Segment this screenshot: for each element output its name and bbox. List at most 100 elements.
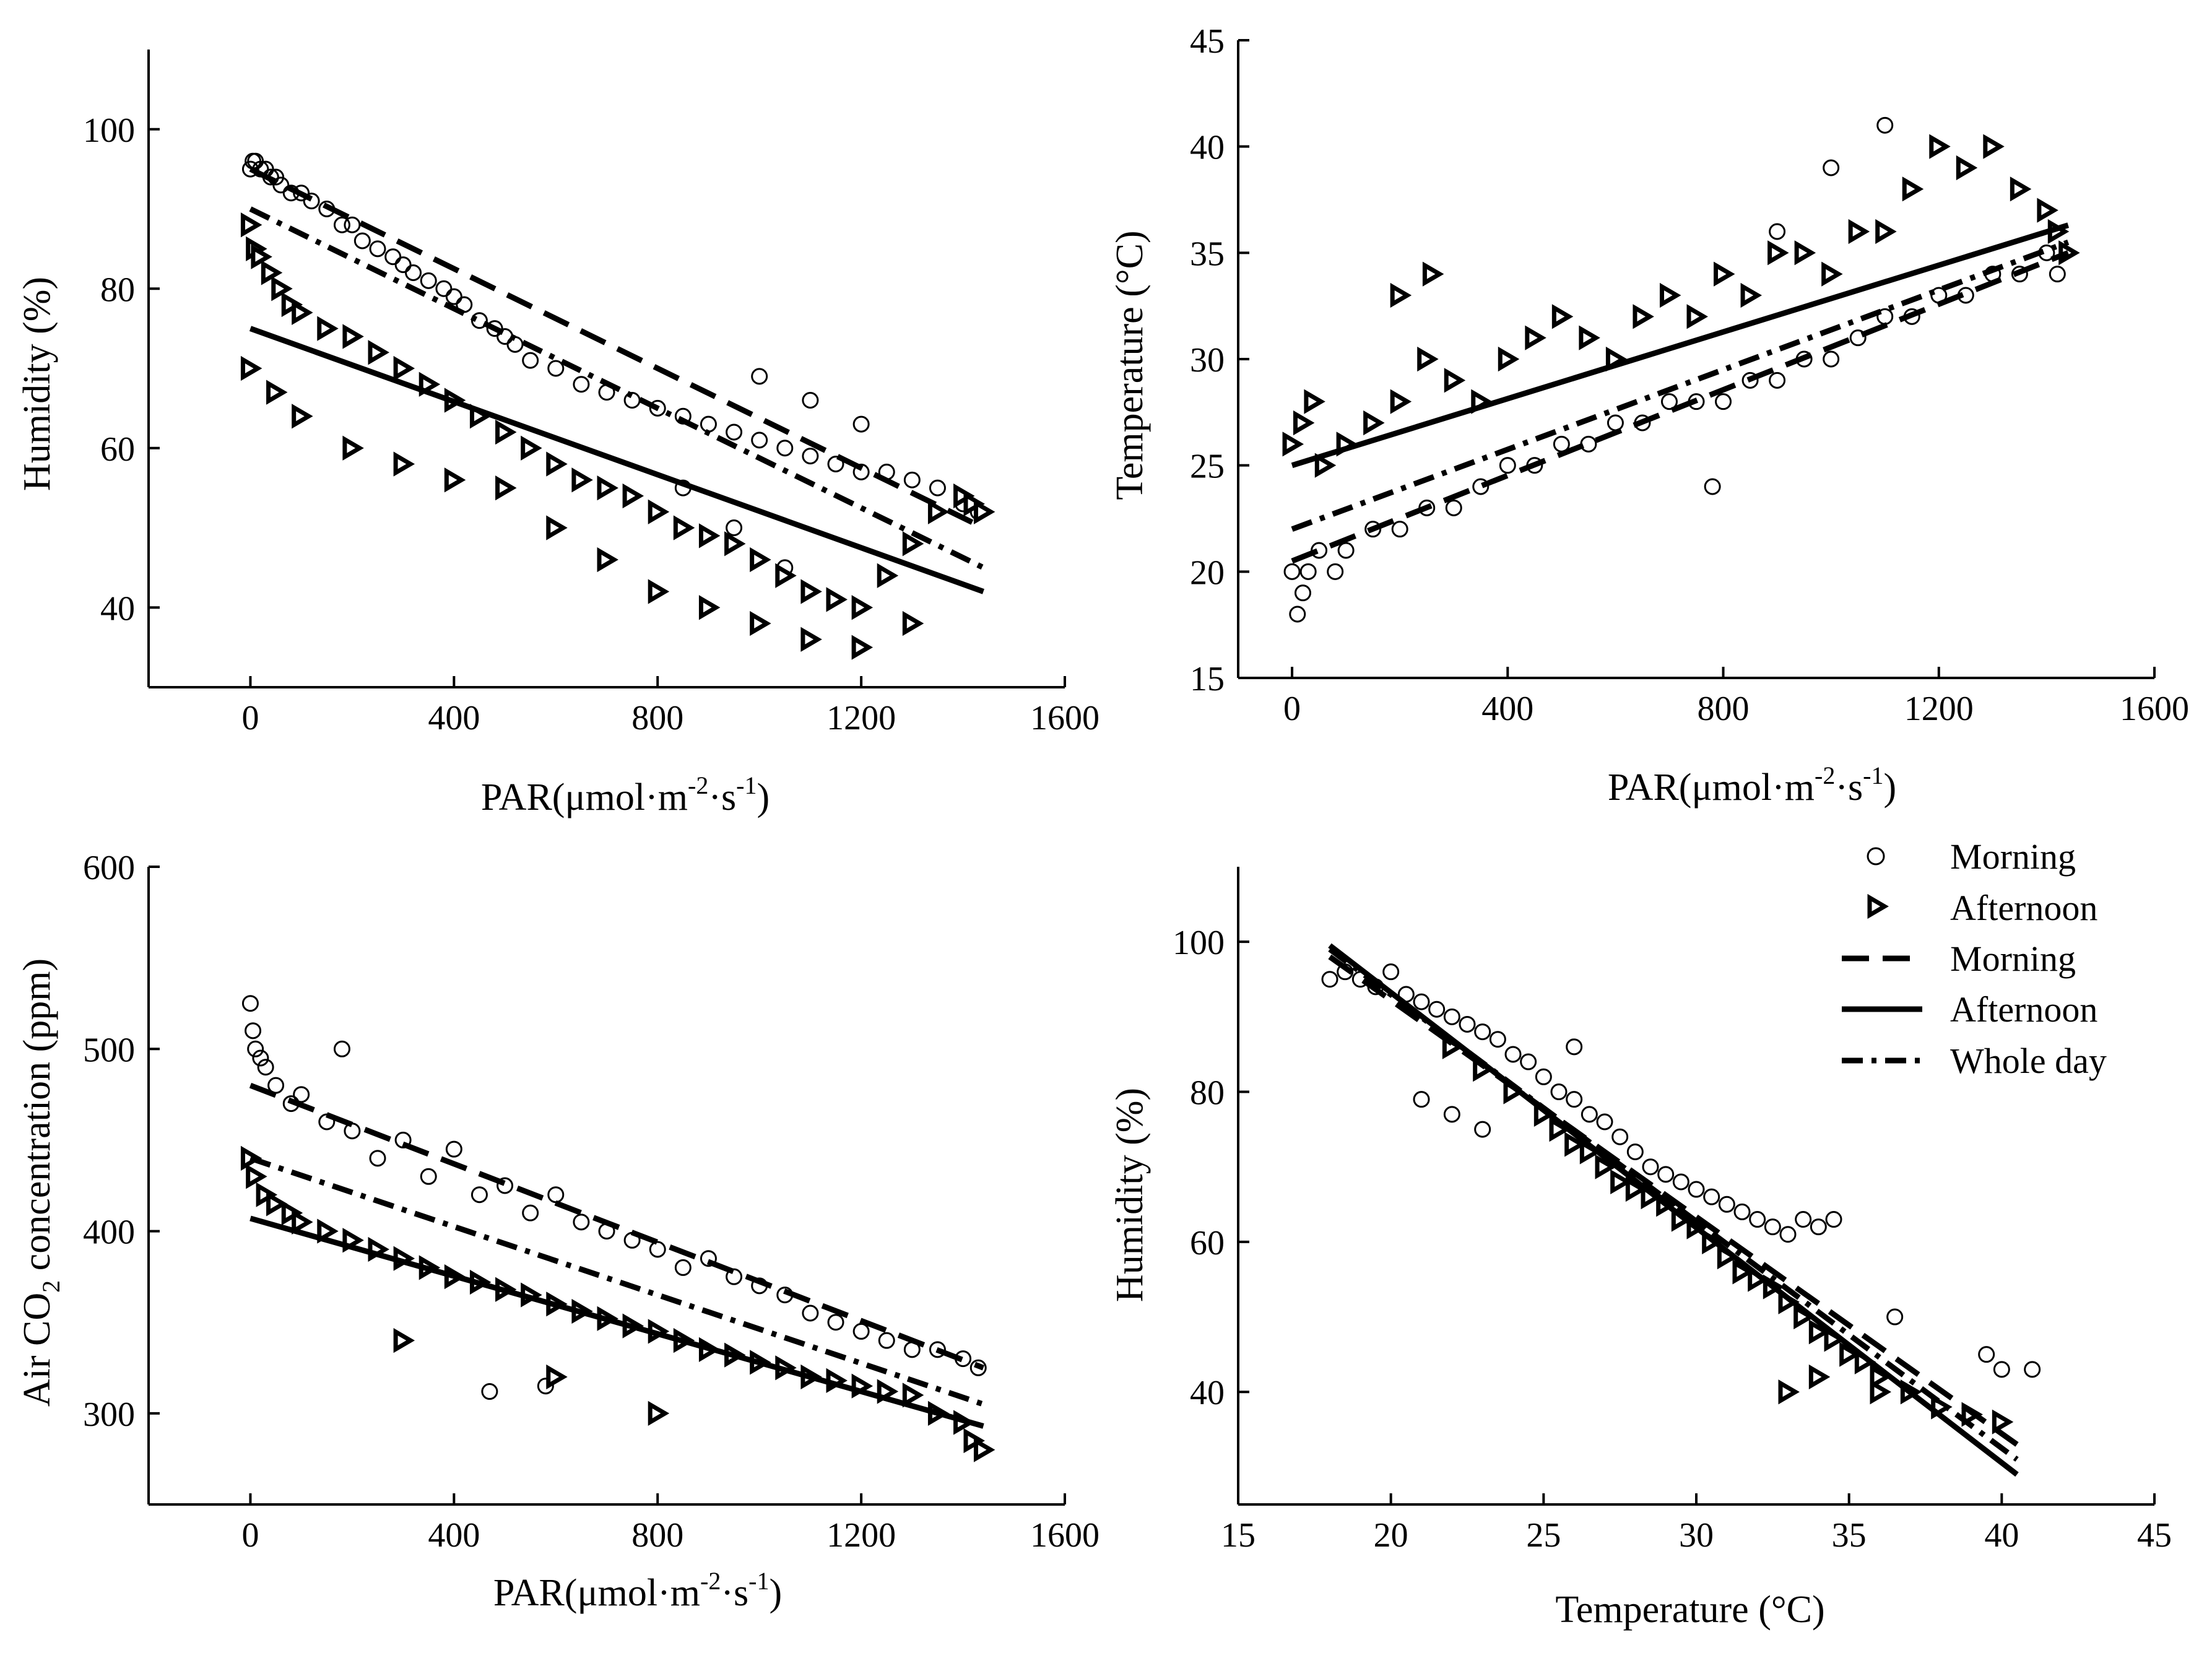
- morning-point: [333, 216, 350, 233]
- afternoon-point: [1808, 1364, 1831, 1390]
- morning-point: [573, 1213, 590, 1231]
- morning-point: [547, 360, 565, 377]
- afternoon-point: [368, 340, 389, 365]
- fit-line-dash: [1291, 250, 2070, 564]
- y-tick-label: 60: [1190, 1224, 1225, 1262]
- morning-point: [1459, 1015, 1476, 1033]
- afternoon-point: [1870, 1364, 1891, 1390]
- morning-point: [384, 248, 402, 266]
- fit-line-solid: [1291, 222, 2070, 468]
- afternoon-point: [1821, 261, 1843, 287]
- morning-point: [1289, 605, 1306, 623]
- morning-point: [2024, 1361, 2041, 1378]
- morning-point: [293, 1086, 310, 1103]
- y-tick-label: 40: [1190, 1374, 1225, 1412]
- afternoon-point: [1304, 389, 1325, 414]
- afternoon-point: [281, 1200, 303, 1226]
- fit-line-dashdot: [249, 1155, 984, 1407]
- morning-point: [1472, 478, 1490, 495]
- morning-point: [1443, 1106, 1460, 1123]
- afternoon-point: [750, 547, 771, 573]
- afternoon-point: [902, 531, 924, 557]
- morning-point: [726, 423, 743, 441]
- morning-point: [318, 1113, 336, 1131]
- morning-point: [969, 1359, 987, 1376]
- morning-point: [547, 1186, 565, 1204]
- afternoon-point: [1902, 176, 1924, 202]
- afternoon-point: [1498, 346, 1520, 372]
- morning-point: [751, 368, 768, 385]
- x-tick-label: 30: [1679, 1516, 1714, 1555]
- afternoon-point: [622, 483, 644, 509]
- y-axis-title: Humidity (%): [1109, 1088, 1151, 1302]
- morning-point: [1886, 1308, 1904, 1326]
- legend-label: Afternoon: [1950, 989, 2097, 1030]
- legend-entry-wholeday-fit: Whole day: [1842, 1041, 2107, 1081]
- morning-point: [481, 1383, 498, 1400]
- afternoon-point: [1551, 304, 1574, 329]
- panel-temperature-vs-par: PAR(μmol·m-2·s-1) Temperature (°C) 0 400 8…: [1109, 22, 2189, 809]
- afternoon-point: [724, 531, 746, 557]
- afternoon-point: [1314, 453, 1337, 478]
- morning-point: [1764, 1218, 1781, 1236]
- morning-point: [1749, 1211, 1766, 1228]
- morning-point: [1715, 393, 1732, 410]
- y-tick-label: 40: [1190, 129, 1225, 167]
- y-tick-label: 80: [1190, 1074, 1225, 1113]
- y-tick-label: 45: [1190, 22, 1225, 61]
- legend-entry-morning-fit: Morning: [1842, 939, 2076, 979]
- afternoon-point: [546, 515, 568, 540]
- morning-point: [1294, 584, 1311, 602]
- afternoon-point: [800, 627, 822, 652]
- afternoon-point: [902, 610, 924, 636]
- morning-point: [1520, 1053, 1537, 1070]
- afternoon-point: [1293, 410, 1315, 436]
- morning-point: [1823, 159, 1840, 176]
- fit-line-solid: [1328, 943, 2019, 1477]
- morning-point: [776, 440, 794, 457]
- morning-point: [827, 1314, 844, 1331]
- morning-point: [1769, 223, 1786, 240]
- x-tick-label: 400: [1481, 690, 1533, 728]
- afternoon-point: [953, 483, 975, 509]
- afternoon-point: [648, 499, 670, 524]
- afternoon-point: [1390, 282, 1412, 308]
- afternoon-point: [1444, 368, 1466, 393]
- morning-point: [1445, 499, 1462, 516]
- x-tick-label: 800: [631, 1516, 683, 1555]
- morning-point: [1657, 1166, 1675, 1183]
- morning-point: [674, 1259, 692, 1276]
- y-tick-label: 30: [1190, 341, 1225, 380]
- morning-point: [1688, 1181, 1705, 1198]
- y-tick-label: 25: [1190, 448, 1225, 486]
- afternoon-point: [877, 563, 899, 588]
- panel-co2-vs-par: PAR(μmol·m-2·s-1) Air CO2 concentration …: [16, 849, 1099, 1614]
- afternoon-point: [1983, 134, 2005, 159]
- afternoon-point: [246, 1164, 267, 1189]
- morning-point: [369, 1150, 386, 1167]
- fit-line-dashdot: [1291, 239, 2070, 532]
- afternoon-point: [750, 610, 771, 636]
- legend-entry-afternoon-points: Afternoon: [1867, 888, 2097, 928]
- x-tick-label: 45: [2137, 1516, 2172, 1555]
- afternoon-point: [495, 419, 517, 445]
- morning-point: [1283, 563, 1301, 580]
- afternoon-point: [1564, 1132, 1586, 1157]
- morning-point: [1499, 457, 1516, 474]
- morning-point: [1550, 1083, 1568, 1101]
- afternoon-point: [902, 1382, 924, 1408]
- morning-point: [2049, 266, 2066, 283]
- morning-point: [1607, 414, 1624, 432]
- afternoon-point: [240, 355, 262, 381]
- afternoon-point: [266, 1191, 288, 1217]
- afternoon-point: [973, 499, 995, 524]
- morning-point: [303, 193, 320, 210]
- morning-point: [1733, 1203, 1751, 1220]
- afternoon-point: [1956, 155, 1978, 181]
- afternoon-point: [927, 499, 950, 524]
- fit-line-dash: [249, 167, 985, 531]
- afternoon-point: [393, 451, 415, 477]
- afternoon-point: [1417, 346, 1439, 372]
- morning-point: [522, 1204, 539, 1222]
- legend: Morning Afternoon Morning Afternoon Whol…: [1842, 836, 2107, 1081]
